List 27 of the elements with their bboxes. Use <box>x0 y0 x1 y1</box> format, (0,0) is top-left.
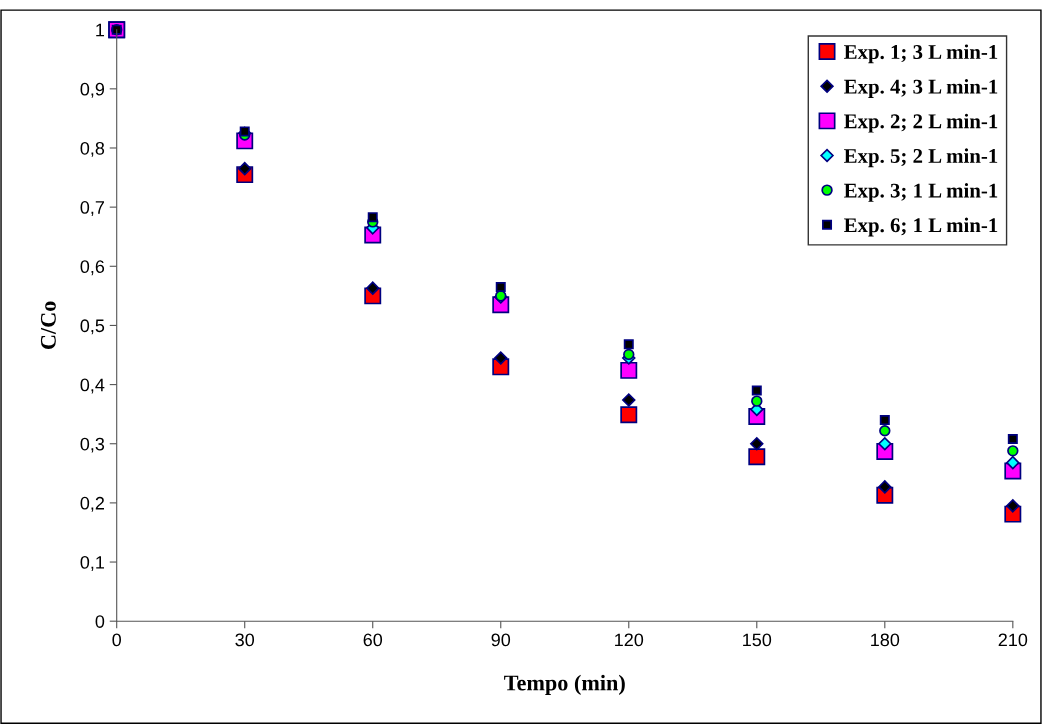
x-tick-label: 30 <box>235 633 255 647</box>
y-tick-label: 0,8 <box>80 141 105 157</box>
x-tick-label: 180 <box>871 633 900 647</box>
legend-label: Exp. 3; 1 L min-1 <box>844 182 998 202</box>
x-tick-label: 60 <box>363 633 383 647</box>
x-tick-label: 90 <box>491 633 511 647</box>
y-axis-title: C/Co <box>40 301 56 350</box>
y-tick-label: 0,6 <box>80 260 105 276</box>
y-tick-label: 0,4 <box>80 378 105 394</box>
x-tick-label: 150 <box>743 633 772 647</box>
y-tick-label: 0,2 <box>80 496 104 512</box>
legend-label: Exp. 5; 2 L min-1 <box>844 148 998 168</box>
y-tick-label: 0,3 <box>80 437 105 453</box>
y-tick-label: 0,5 <box>80 319 105 335</box>
legend-label: Exp. 1; 3 L min-1 <box>844 44 998 64</box>
y-tick-label: 0,9 <box>80 82 105 98</box>
x-axis-title: Tempo (min) <box>504 674 625 695</box>
y-tick-label: 0 <box>95 615 105 628</box>
legend-label: Exp. 4; 3 L min-1 <box>844 79 998 98</box>
y-tick-label: 0,7 <box>80 201 104 216</box>
x-tick-label: 0 <box>112 633 122 647</box>
y-tick-label: 1 <box>96 23 105 37</box>
x-tick-label: 120 <box>615 633 644 647</box>
legend-label: Exp. 2; 2 L min-1 <box>844 113 998 133</box>
legend-label: Exp. 6; 1 L min-1 <box>844 217 998 237</box>
x-tick-label: 210 <box>998 633 1028 647</box>
y-tick-label: 0,1 <box>80 555 105 571</box>
